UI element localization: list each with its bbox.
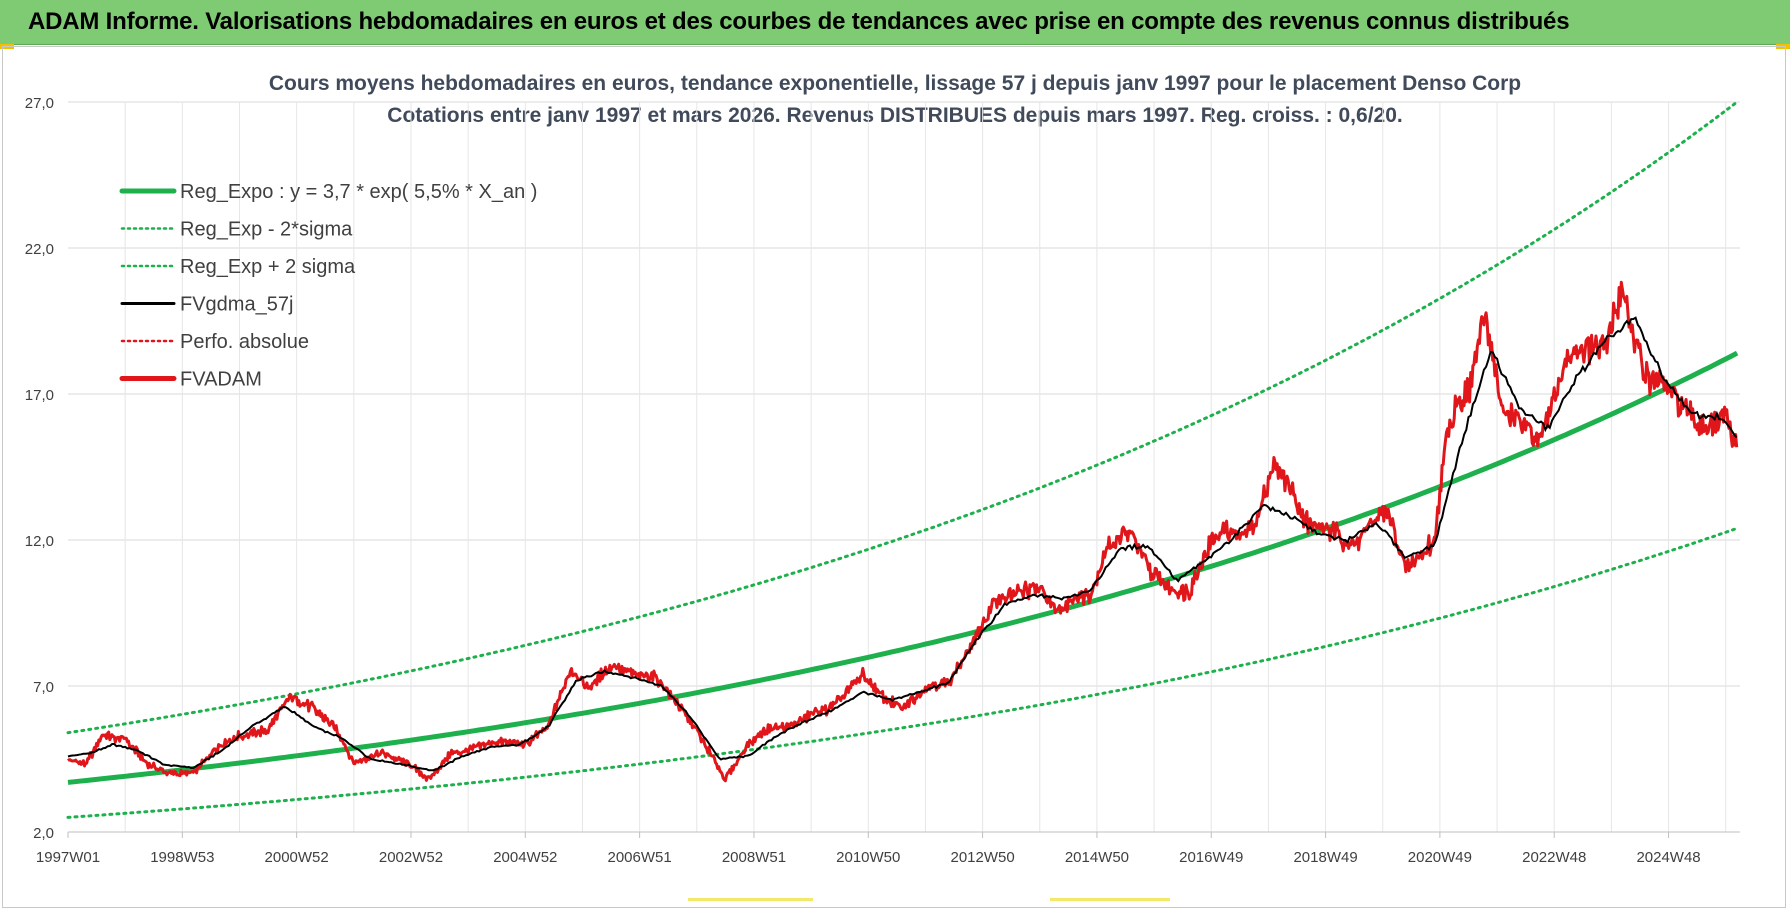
x-tick-label: 1998W53 bbox=[150, 849, 214, 866]
x-tick-label: 1997W01 bbox=[36, 849, 100, 866]
x-tick-label: 2018W49 bbox=[1293, 849, 1357, 866]
legend-label: Reg_Exp - 2*sigma bbox=[180, 219, 353, 241]
legend-label: Reg_Exp + 2 sigma bbox=[180, 256, 356, 278]
series-layer bbox=[66, 100, 1739, 819]
legend-label: FVADAM bbox=[180, 369, 262, 391]
x-tick-label: 2010W50 bbox=[836, 849, 900, 866]
x-tick-label: 2022W48 bbox=[1522, 849, 1586, 866]
series-fvgdma-57j bbox=[67, 316, 1738, 772]
accent-bar-1 bbox=[688, 898, 813, 901]
y-tick-label: 7,0 bbox=[33, 679, 54, 696]
accent-bar-2 bbox=[1050, 898, 1170, 901]
x-tick-label: 2016W49 bbox=[1179, 849, 1243, 866]
x-tick-label: 2012W50 bbox=[950, 849, 1014, 866]
chart-frame bbox=[2, 46, 1786, 908]
x-tick-label: 2004W52 bbox=[493, 849, 557, 866]
chart-title: Cours moyens hebdomadaires en euros, ten… bbox=[268, 72, 1522, 95]
x-tick-label: 2024W48 bbox=[1636, 849, 1700, 866]
y-tick-label: 17,0 bbox=[25, 387, 54, 404]
y-tick-label: 12,0 bbox=[25, 533, 54, 550]
series-reg-exp-minus-2sigma bbox=[66, 526, 1739, 819]
series-reg-expo bbox=[67, 350, 1739, 785]
x-tick-label: 2000W52 bbox=[265, 849, 329, 866]
chart-subtitle: Cotations entre janv 1997 et mars 2026. … bbox=[387, 104, 1403, 127]
legend-label: FVgdma_57j bbox=[180, 294, 293, 316]
report-banner: ADAM Informe. Valorisations hebdomadaire… bbox=[0, 0, 1790, 45]
legend-label: Reg_Expo : y = 3,7 * exp( 5,5% * X_an ) bbox=[180, 181, 537, 203]
x-tick-label: 2002W52 bbox=[379, 849, 443, 866]
series-reg-exp-plus-2sigma bbox=[66, 100, 1739, 735]
banner-title: ADAM Informe. Valorisations hebdomadaire… bbox=[28, 8, 1570, 35]
x-tick-label: 2006W51 bbox=[608, 849, 672, 866]
x-tick-label: 2014W50 bbox=[1065, 849, 1129, 866]
legend-label: Perfo. absolue bbox=[180, 331, 309, 353]
y-tick-label: 27,0 bbox=[25, 95, 54, 112]
axes: 2,0 7,0 12,0 17,0 22,0 27,0 1997W01 1998W53 2000… bbox=[25, 95, 1740, 866]
legend: Reg_Expo : y = 3,7 * exp( 5,5% * X_an ) R… bbox=[119, 181, 537, 391]
y-tick-label: 2,0 bbox=[33, 825, 54, 842]
y-tick-label: 22,0 bbox=[25, 241, 54, 258]
series-fvadam bbox=[67, 280, 1739, 783]
x-tick-label: 2008W51 bbox=[722, 849, 786, 866]
x-tick-label: 2020W49 bbox=[1408, 849, 1472, 866]
